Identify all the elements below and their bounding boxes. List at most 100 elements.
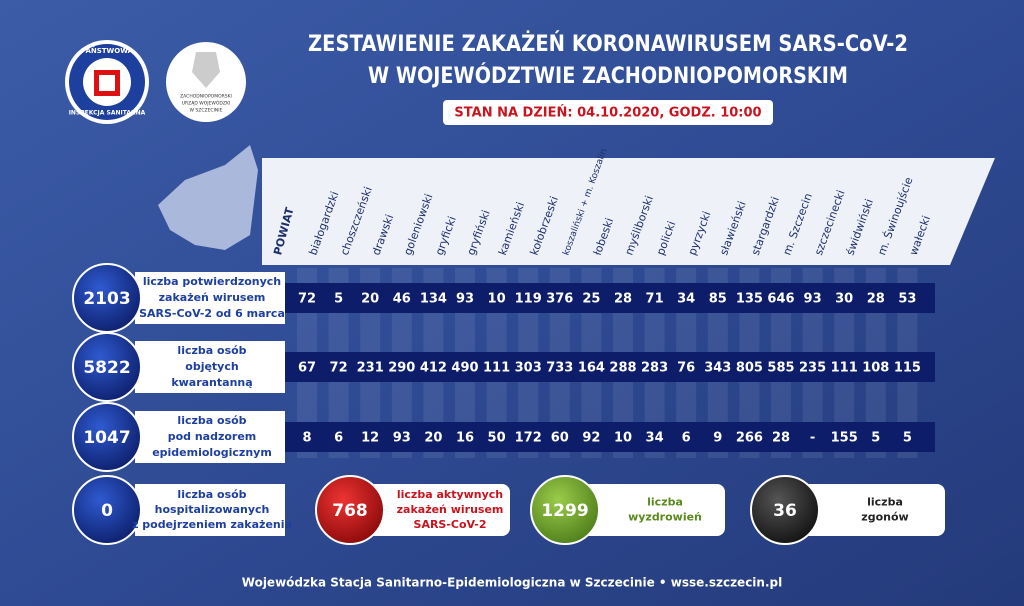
row-label-box <box>135 411 285 463</box>
logo-text: ZACHODNIOPOMORSKI <box>180 94 232 100</box>
summary-label: zakażeń wirusem <box>397 503 504 516</box>
cell-value: 28 <box>614 292 632 307</box>
summary-box <box>575 484 725 536</box>
status-box <box>443 100 773 125</box>
cell-value: 76 <box>677 361 695 376</box>
summary-label: hospitalizowanych <box>155 503 270 516</box>
cell-value: 72 <box>298 292 316 307</box>
cell-value: 490 <box>451 361 478 376</box>
cell-value: 303 <box>515 361 542 376</box>
row-total: 5822 <box>83 358 130 378</box>
cell-value: 5 <box>871 431 880 446</box>
logo-text: INSPEKCJA SANITARNA <box>69 110 146 117</box>
cell-value: 9 <box>713 431 722 446</box>
cell-value: - <box>810 431 815 446</box>
cell-value: 6 <box>334 431 343 446</box>
row-label: kwarantanną <box>171 376 252 389</box>
cell-value: 8 <box>302 431 311 446</box>
total-circle <box>72 332 142 402</box>
cell-value: 20 <box>361 292 379 307</box>
cell-value: 10 <box>614 431 632 446</box>
cell-value: 10 <box>488 292 506 307</box>
row-label: epidemiologicznym <box>152 446 272 459</box>
cell-value: 71 <box>646 292 664 307</box>
cell-value: 12 <box>361 431 379 446</box>
cell-value: 646 <box>767 292 794 307</box>
row-label: liczba osób <box>177 414 246 427</box>
row-label: liczba potwierdzonych <box>143 275 281 288</box>
summary-label: liczba aktywnych <box>397 488 503 501</box>
row-band <box>285 352 935 382</box>
cell-value: 119 <box>515 292 542 307</box>
cell-value: 172 <box>515 431 542 446</box>
cell-value: 20 <box>424 431 442 446</box>
row-band <box>285 422 935 452</box>
cell-value: 111 <box>483 361 510 376</box>
logo-pis <box>65 40 149 124</box>
cell-value: 25 <box>582 292 600 307</box>
cell-value: 288 <box>609 361 636 376</box>
row-label-box <box>135 341 285 393</box>
cell-value: 85 <box>709 292 727 307</box>
logo-text: W SZCZECINIE <box>190 108 223 114</box>
row-label: SARS-CoV-2 od 6 marca <box>139 307 285 320</box>
summary-circle <box>315 475 385 545</box>
summary-box <box>135 484 285 536</box>
cell-value: 343 <box>704 361 731 376</box>
total-circle <box>72 402 142 472</box>
summary-label: zgonów <box>861 511 908 524</box>
cell-value: 585 <box>767 361 794 376</box>
cell-value: 108 <box>862 361 889 376</box>
cell-value: 50 <box>488 431 506 446</box>
row-total: 1047 <box>83 428 130 448</box>
cell-value: 235 <box>799 361 826 376</box>
cell-value: 231 <box>357 361 384 376</box>
cell-value: 34 <box>677 292 695 307</box>
cell-value: 164 <box>578 361 605 376</box>
cell-value: 53 <box>898 292 916 307</box>
header-band <box>262 158 995 265</box>
cell-value: 111 <box>831 361 858 376</box>
footer: Wojewódzka Stacja Sanitarno-Epidemiologi… <box>242 576 782 590</box>
cell-value: 92 <box>582 431 600 446</box>
cell-value: 5 <box>334 292 343 307</box>
row-label: objętych <box>185 360 238 373</box>
summary-value: 36 <box>773 501 797 521</box>
cell-value: 60 <box>551 431 569 446</box>
cell-value: 412 <box>420 361 447 376</box>
cell-value: 67 <box>298 361 316 376</box>
logo-urzad <box>166 42 246 122</box>
cell-value: 93 <box>393 431 411 446</box>
row-label-box <box>135 272 285 324</box>
row-band <box>285 283 935 313</box>
cell-value: 135 <box>736 292 763 307</box>
cell-value: 733 <box>546 361 573 376</box>
summary-label: SARS-CoV-2 <box>414 518 487 531</box>
summary-value: 1299 <box>541 501 588 521</box>
summary-label: liczba osób <box>177 488 246 501</box>
row-label: pod nadzorem <box>168 430 257 443</box>
cell-value: 34 <box>646 431 664 446</box>
summary-label: liczba <box>647 496 683 509</box>
row-label: zakażeń wirusem <box>159 291 266 304</box>
cell-value: 266 <box>736 431 763 446</box>
cell-value: 16 <box>456 431 474 446</box>
summary-circle <box>530 475 600 545</box>
summary-label: wyzdrowień <box>628 511 702 524</box>
cell-value: 115 <box>894 361 921 376</box>
summary-circle <box>750 475 820 545</box>
cell-value: 28 <box>772 431 790 446</box>
row-label: liczba osób <box>177 344 246 357</box>
summary-box <box>360 484 510 536</box>
cell-value: 5 <box>903 431 912 446</box>
cell-value: 30 <box>835 292 853 307</box>
map <box>158 145 258 250</box>
cell-value: 290 <box>388 361 415 376</box>
cell-value: 155 <box>831 431 858 446</box>
cell-value: 376 <box>546 292 573 307</box>
status: STAN NA DZIEŃ: 04.10.2020, GODZ. 10:00 <box>454 105 761 121</box>
row-total: 2103 <box>83 289 130 309</box>
cell-value: 93 <box>804 292 822 307</box>
